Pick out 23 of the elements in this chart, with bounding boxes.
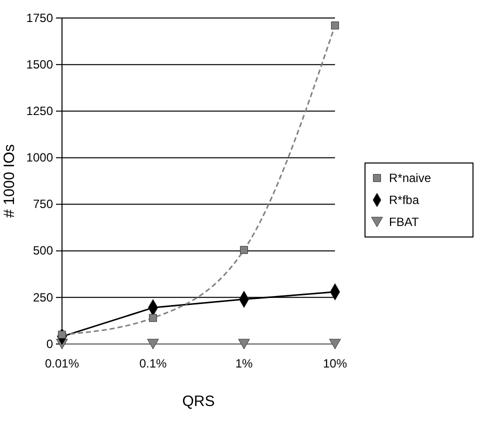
legend-label: R*fba [389,193,420,208]
point [329,338,341,350]
x-tick-label: 0.1% [139,356,167,371]
point [331,21,339,30]
point [238,338,250,350]
point [149,314,157,322]
x-tick-label: 0.01% [44,356,80,371]
x-tick-label: 1% [235,356,253,371]
y-tick-label: 500 [32,244,54,258]
legend-label: FBAT [389,215,420,230]
y-tick-label: 1000 [26,150,54,165]
y-tick-label: 1750 [26,10,54,25]
y-tick-label: 750 [32,197,54,212]
x-axis-title: QRS [182,393,215,410]
legend-label: R*naive [389,171,432,186]
point [240,246,248,254]
y-tick-label: 1250 [26,104,54,118]
y-axis-title: # 1000 IOs [1,144,18,218]
x-tick-label: 10% [322,356,348,371]
y-tick-label: 250 [32,290,54,304]
point [147,338,159,350]
y-tick-label: 1500 [26,57,54,72]
y-tick-label: 0 [46,336,54,351]
